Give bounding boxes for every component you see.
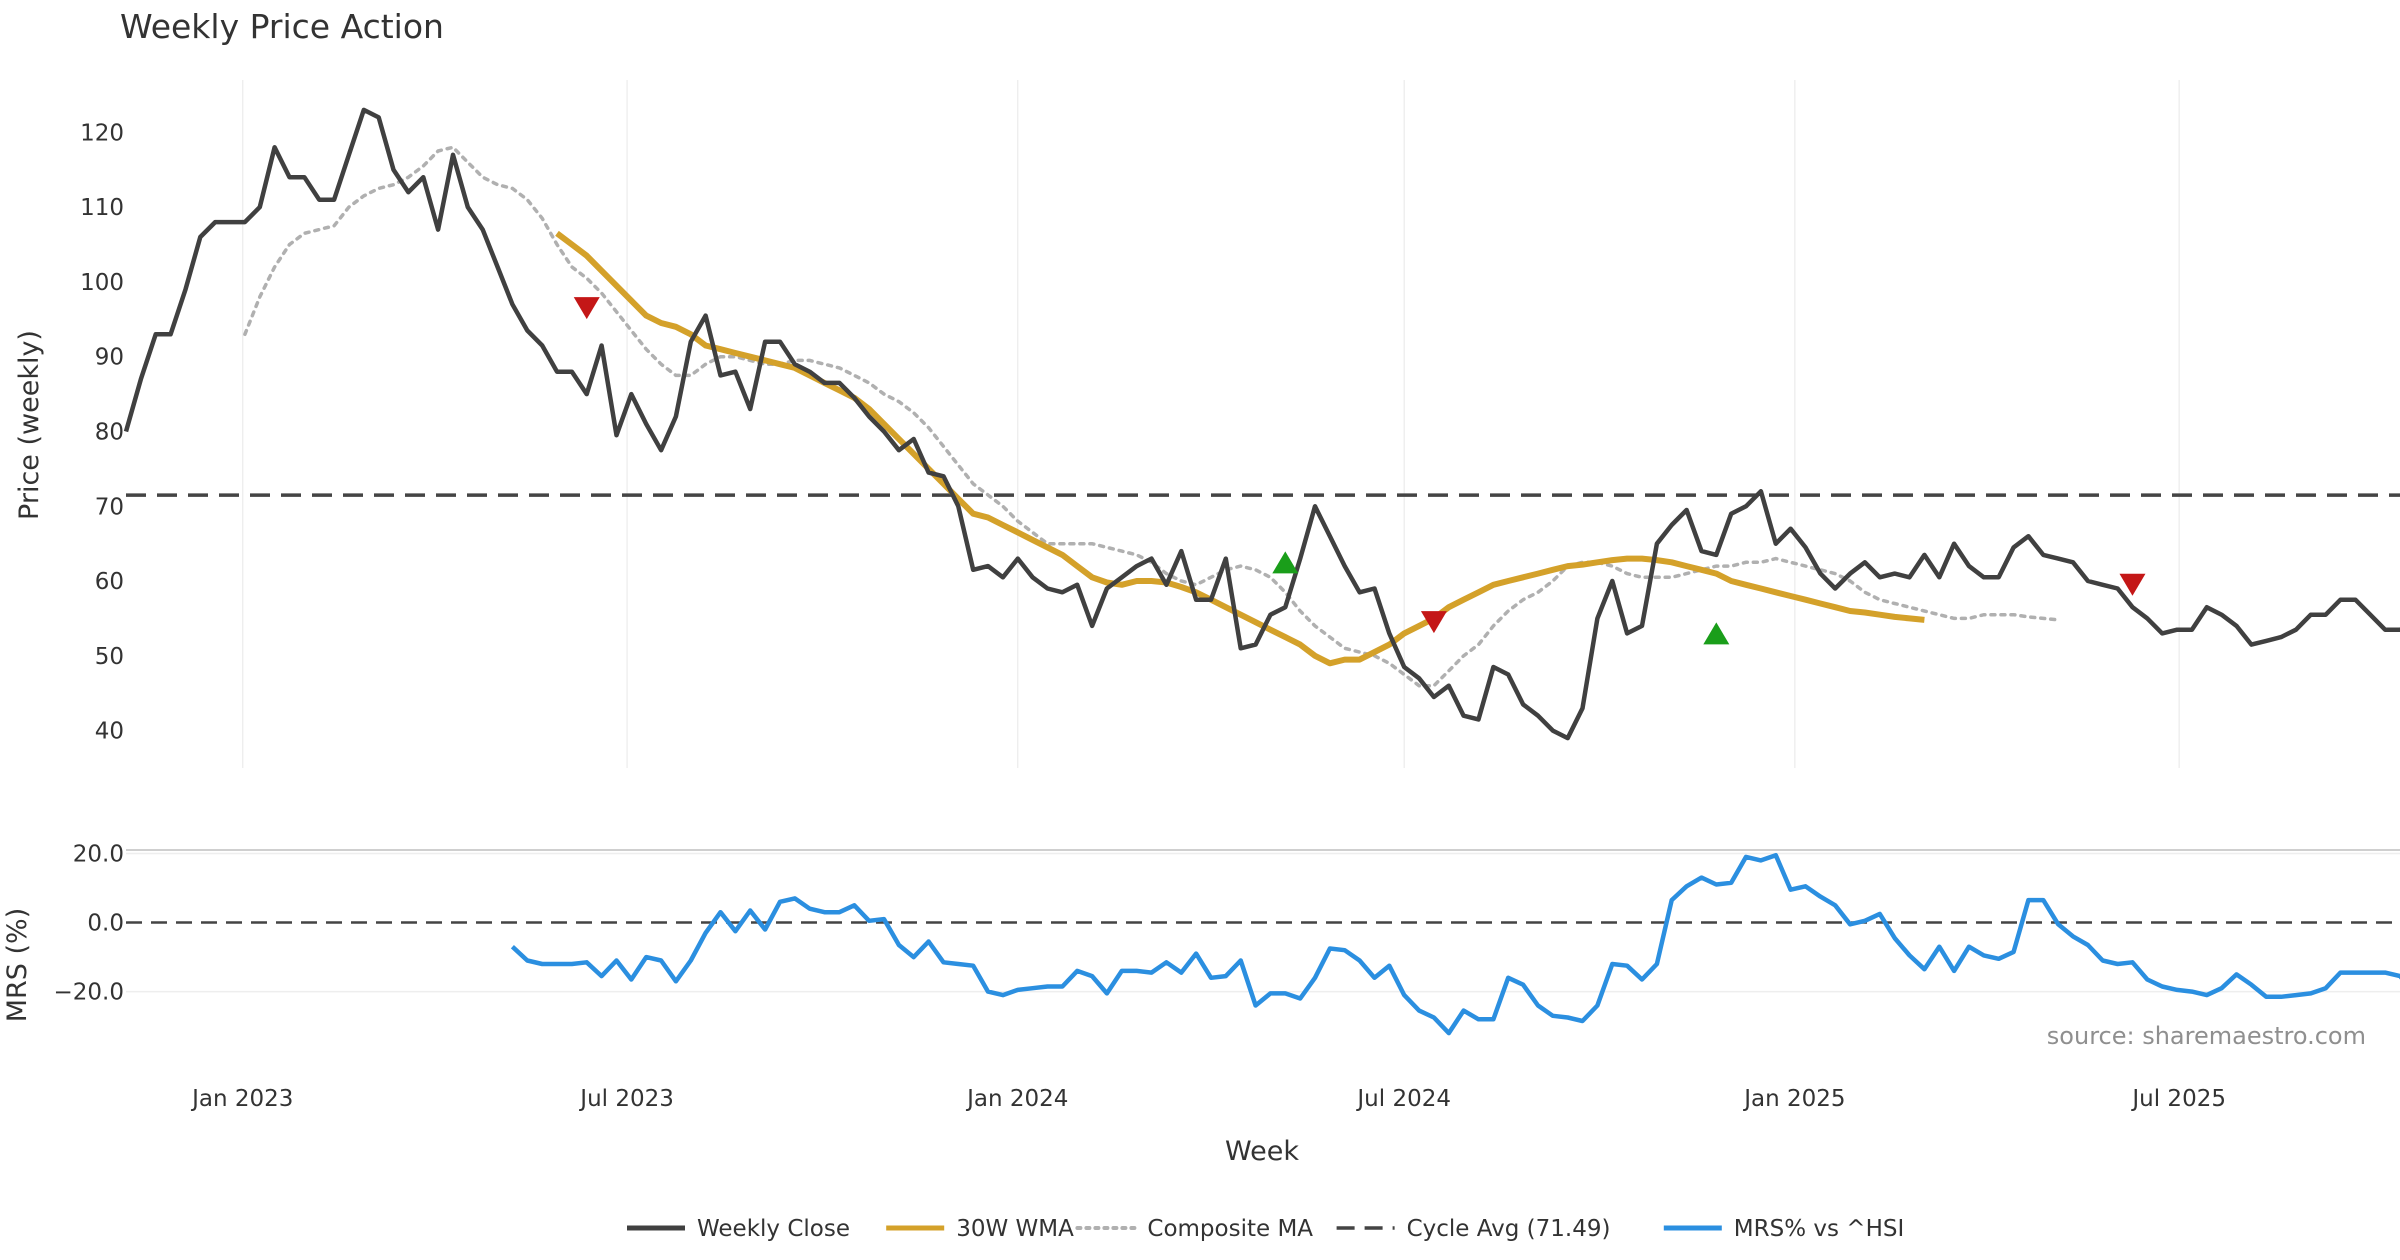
mrs-y-tick-label: −20.0 (54, 980, 124, 1006)
price-y-axis-label: Price (weekly) (14, 330, 45, 520)
x-tick-label: Jan 2024 (965, 1086, 1068, 1112)
legend-label: Weekly Close (697, 1216, 850, 1242)
price-y-tick-label: 100 (80, 270, 124, 296)
legend-label: Composite MA (1147, 1216, 1313, 1242)
source-credit: source: sharemaestro.com (2047, 1022, 2366, 1050)
legend-label: 30W WMA (956, 1216, 1074, 1242)
x-tick-label: Jul 2025 (2130, 1086, 2226, 1112)
mrs-y-axis-label: MRS (%) (2, 908, 33, 1023)
weekly-close-line (123, 107, 2400, 741)
buy-signal-marker (1703, 622, 1730, 645)
mrs-y-tick-label: 20.0 (73, 841, 124, 867)
mrs-y-tick-label: 0.0 (87, 911, 124, 937)
price-y-tick-label: 110 (80, 195, 124, 221)
price-y-tick-label: 80 (95, 419, 124, 445)
composite-ma-line (243, 145, 2060, 688)
legend: Weekly Close 30W WMA Composite MA Cycle Avg… (627, 1216, 1904, 1242)
chart-title: Weekly Price Action (120, 7, 444, 46)
buy-signal-marker (1272, 551, 1299, 574)
price-y-tick-label: 70 (95, 494, 124, 520)
x-axis-label: Week (1225, 1136, 1299, 1167)
x-tick-label: Jul 2024 (1355, 1086, 1451, 1112)
legend-label: MRS% vs ^HSI (1734, 1216, 1904, 1242)
price-y-tick-label: 50 (95, 644, 124, 670)
sell-signal-marker (573, 297, 600, 320)
price-y-tick-label: 60 (95, 569, 124, 595)
x-tick-label: Jan 2025 (1742, 1086, 1845, 1112)
legend-label: Cycle Avg (71.49) (1407, 1216, 1611, 1242)
price-y-tick-label: 40 (95, 719, 124, 745)
wma-30w-line (555, 230, 1925, 667)
sell-signal-marker (1420, 611, 1447, 634)
x-axis: Jan 2023 Jul 2023 Jan 2024 Jul 2024 Jan 2025… (190, 1086, 2226, 1112)
mrs-line (510, 852, 2400, 1036)
price-y-tick-label: 120 (80, 120, 124, 146)
mrs-panel: 20.0 0.0 −20.0 (54, 841, 2400, 1036)
price-panel: 40 50 60 70 80 90 100 110 120 (80, 80, 2400, 768)
x-tick-label: Jan 2023 (190, 1086, 293, 1112)
price-y-tick-label: 90 (95, 345, 124, 371)
x-tick-label: Jul 2023 (578, 1086, 674, 1112)
sell-signal-marker (2119, 573, 2146, 596)
